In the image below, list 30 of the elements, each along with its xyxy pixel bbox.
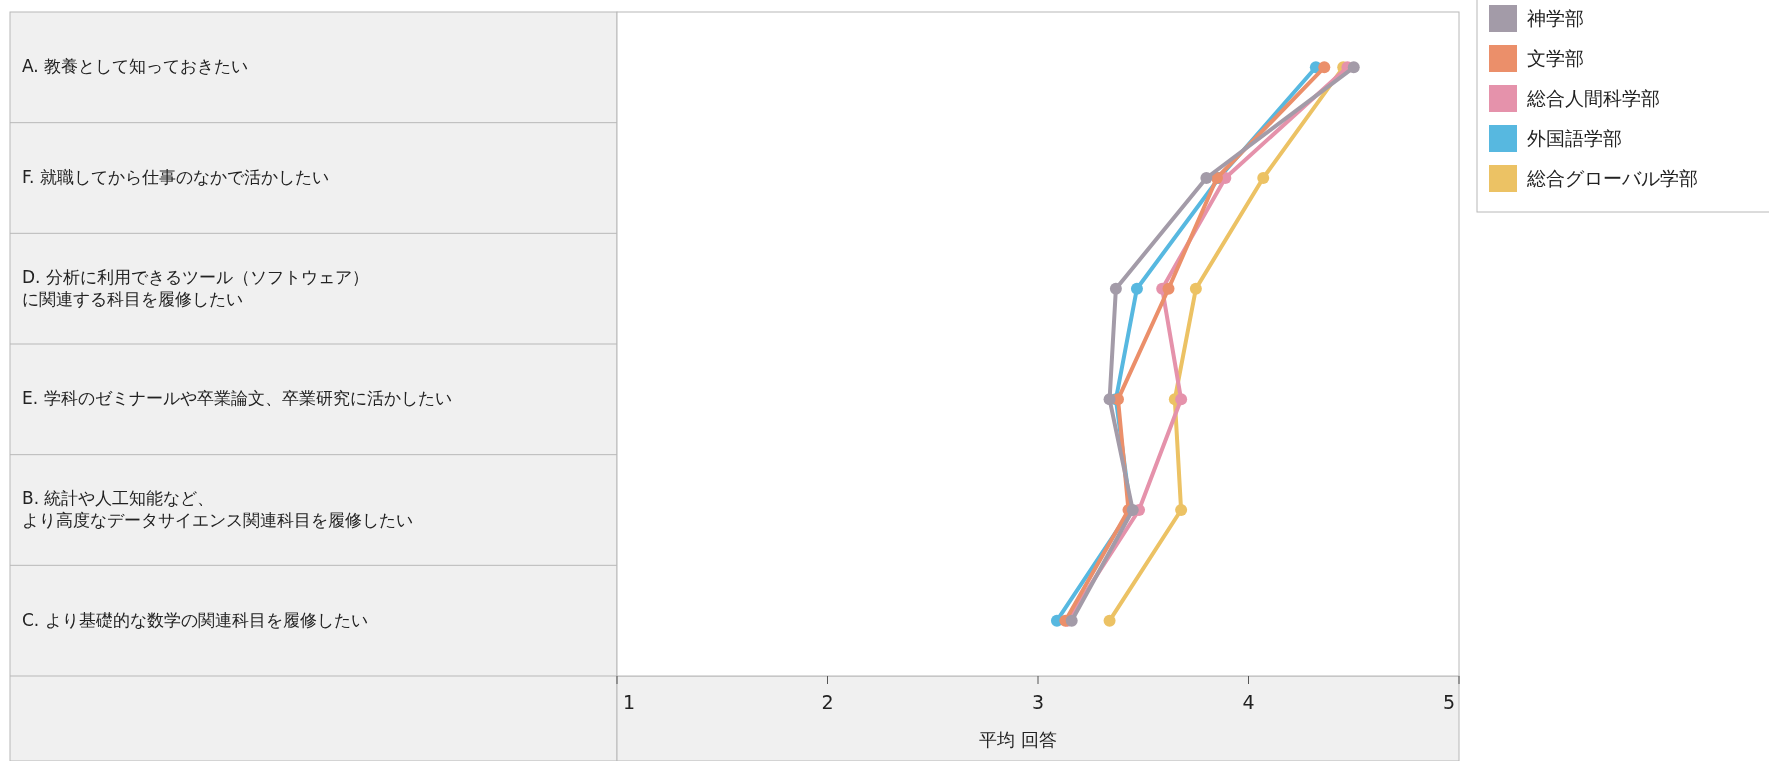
point: [1109, 282, 1122, 295]
legend-label: 外国語学部: [1527, 126, 1622, 149]
point: [1318, 61, 1331, 74]
x-tick-label: 1: [623, 691, 636, 713]
y-tick-label: F. 就職してから仕事のなかで活かしたい: [22, 167, 329, 187]
x-tick-label: 3: [1031, 691, 1045, 713]
point: [1103, 614, 1116, 627]
y-tick-label: D. 分析に利用できるツール（ソフトウェア）に関連する科目を履修したい: [22, 266, 369, 309]
point: [1175, 393, 1188, 406]
legend-label: 神学部: [1527, 6, 1584, 29]
point: [1200, 172, 1213, 184]
x-tick-label: 4: [1242, 691, 1255, 713]
x-tick-label: 5: [1442, 691, 1455, 713]
point: [1103, 393, 1116, 406]
legend-label: 文学部: [1527, 46, 1584, 69]
y-tick-label: B. 統計や人工知能など、より高度なデータサイエンス関連科目を履修したい: [22, 488, 413, 530]
y-tick-label: A. 教養として知っておきたい: [22, 56, 249, 77]
x-axis-title: 平均 回答: [979, 729, 1057, 750]
point: [1189, 282, 1202, 295]
point: [1257, 172, 1270, 184]
legend-label: 総合グローバル学部: [1526, 166, 1698, 189]
y-tick-label: E. 学科のゼミナールや卒業論文、卒業研究に活かしたい: [22, 388, 452, 409]
point: [1175, 504, 1188, 516]
legend-label: 総合人間科学部: [1526, 86, 1660, 109]
y-tick-label: C. より基礎的な数学の関連科目を履修したい: [22, 609, 368, 630]
point: [1162, 282, 1175, 295]
point: [1130, 282, 1143, 295]
point: [1065, 614, 1078, 627]
point: [1347, 61, 1360, 74]
x-tick-label: 2: [821, 691, 834, 713]
